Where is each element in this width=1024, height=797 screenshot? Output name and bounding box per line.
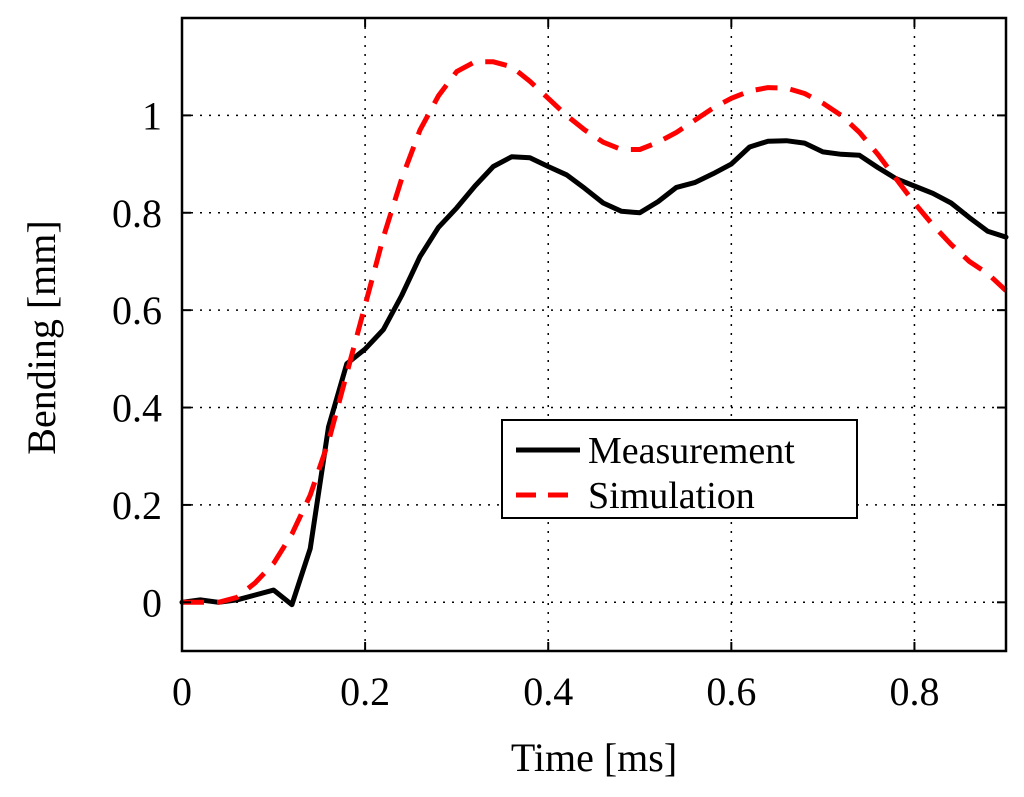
x-tick-label: 0.8 [889, 669, 939, 714]
x-tick-label: 0.4 [523, 669, 573, 714]
y-tick-label: 0.2 [112, 483, 162, 528]
x-tick-label: 0.2 [340, 669, 390, 714]
tick-layer [181, 18, 1006, 651]
legend-box [501, 419, 858, 519]
y-axis-label: Bending [mm] [19, 220, 64, 454]
legend: Measurement Simulation [501, 419, 858, 519]
y-tick-label: 0.8 [112, 191, 162, 236]
grid-layer [182, 18, 1006, 651]
y-tick-label: 0 [142, 580, 162, 625]
x-tick-label: 0.6 [706, 669, 756, 714]
series-line-measurement [179, 138, 1009, 608]
legend-label-simulation: Simulation [588, 475, 755, 517]
y-tick-label: 1 [142, 93, 162, 138]
series-line-simulation [182, 59, 1008, 605]
tick-label-layer: 0 0.2 0.4 0.6 0.8 0 0.2 0.4 0.6 0.8 1 [112, 93, 939, 714]
y-tick-label: 0.6 [112, 288, 162, 333]
series-layer [179, 59, 1009, 608]
x-axis-label: Time [ms] [511, 735, 677, 780]
legend-label-measurement: Measurement [588, 430, 795, 472]
y-tick-label: 0.4 [112, 386, 162, 431]
plot-frame [180, 16, 1008, 653]
x-tick-label: 0 [172, 669, 192, 714]
